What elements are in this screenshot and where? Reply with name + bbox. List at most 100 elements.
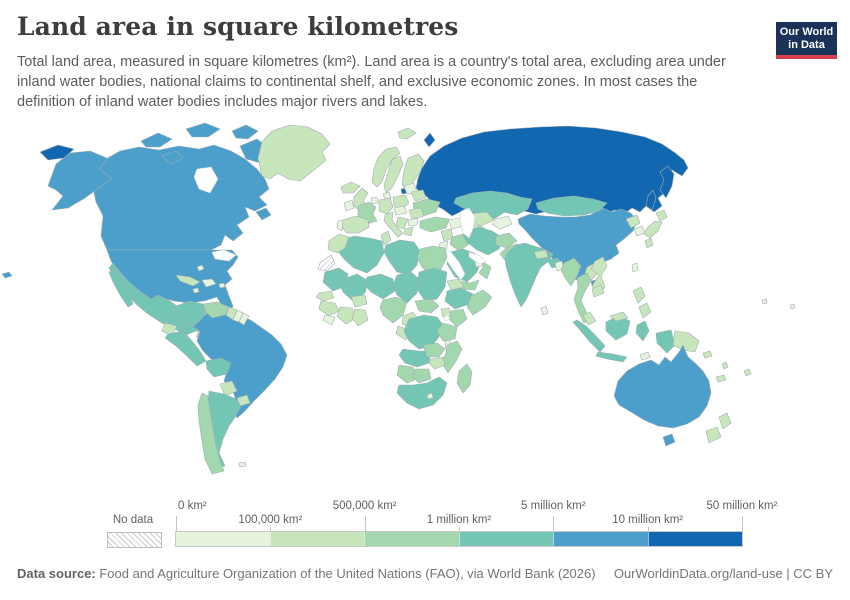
region-mexico-baja[interactable] (108, 269, 134, 308)
region-dr-congo[interactable] (403, 314, 444, 350)
region-iran[interactable] (462, 226, 504, 256)
region-bolivia[interactable] (205, 357, 232, 378)
region-cuba[interactable] (175, 274, 201, 287)
region-belarus[interactable] (410, 189, 427, 202)
region-zambia[interactable] (422, 342, 446, 358)
region-oman[interactable] (478, 261, 492, 280)
region-australia-tasmania[interactable] (662, 433, 676, 447)
region-paraguay[interactable] (219, 380, 238, 397)
region-botswana[interactable] (412, 368, 432, 384)
region-nepal[interactable] (533, 249, 549, 260)
region-lesotho[interactable] (426, 392, 434, 400)
region-chile[interactable] (197, 392, 225, 475)
legend-band-1[interactable] (269, 532, 364, 546)
region-sudan[interactable] (416, 267, 448, 302)
region-philippines-mindanao[interactable] (638, 302, 652, 319)
region-ghana-togo[interactable] (351, 308, 369, 327)
region-bulgaria[interactable] (407, 217, 419, 227)
region-madagascar[interactable] (456, 363, 473, 394)
region-western-sahara[interactable] (317, 254, 336, 272)
region-japan-honshu[interactable] (643, 220, 663, 239)
region-indonesia-java[interactable] (595, 351, 628, 363)
region-indonesia-west-new-guinea[interactable] (655, 329, 676, 354)
region-japan-hokkaido[interactable] (655, 209, 668, 222)
region-sweden[interactable] (383, 155, 404, 194)
region-french-guiana[interactable] (238, 312, 250, 326)
legend-band-5[interactable] (647, 532, 742, 546)
region-puerto-rico[interactable] (218, 282, 226, 289)
region-central-europe[interactable] (393, 205, 408, 216)
region-pacific-islands[interactable] (761, 298, 768, 305)
region-australia[interactable] (613, 344, 712, 429)
region-zimbabwe[interactable] (428, 356, 446, 370)
region-kazakhstan[interactable] (453, 190, 533, 220)
region-timor[interactable] (639, 351, 651, 361)
region-svalbard[interactable] (397, 127, 417, 140)
region-libya[interactable] (383, 239, 421, 276)
region-taiwan[interactable] (631, 262, 639, 273)
no-data-swatch[interactable] (107, 532, 162, 548)
region-russia-kamchatka[interactable] (659, 165, 675, 199)
region-uganda[interactable] (440, 307, 452, 318)
owid-logo[interactable]: Our World in Data (776, 22, 837, 59)
region-usa-hawaii[interactable] (1, 271, 13, 279)
region-sri-lanka[interactable] (540, 305, 549, 316)
region-new-zealand-south[interactable] (705, 426, 722, 444)
region-bahamas[interactable] (196, 264, 205, 272)
region-romania[interactable] (408, 207, 425, 220)
region-peru[interactable] (164, 330, 207, 367)
region-colombia[interactable] (171, 300, 208, 327)
region-somalia[interactable] (466, 289, 493, 316)
region-algeria[interactable] (336, 235, 385, 274)
region-canada-arctic-1[interactable] (140, 132, 173, 148)
region-greenland[interactable] (257, 124, 331, 182)
region-poland[interactable] (392, 194, 410, 210)
region-japan-kyushu[interactable] (644, 237, 654, 249)
region-papua-new-guinea[interactable] (672, 330, 700, 353)
region-guinea[interactable] (318, 300, 340, 317)
region-portugal[interactable] (336, 219, 344, 232)
region-eritrea[interactable] (446, 278, 465, 291)
license-note[interactable]: OurWorldinData.org/land-use | CC BY (613, 566, 833, 581)
legend-band-2[interactable] (364, 532, 459, 546)
region-nigeria[interactable] (379, 296, 408, 324)
region-benelux[interactable] (370, 196, 379, 205)
region-balkans[interactable] (395, 216, 409, 230)
region-chad[interactable] (392, 271, 420, 304)
region-malaysia-peninsula[interactable] (582, 311, 597, 326)
region-germany[interactable] (378, 197, 394, 215)
legend-color-bar[interactable] (175, 531, 743, 547)
region-iceland[interactable] (340, 181, 361, 194)
region-russia-sakhalin[interactable] (645, 189, 657, 211)
region-canada-arctic-3[interactable] (231, 124, 259, 140)
region-niger[interactable] (364, 273, 396, 300)
region-greece[interactable] (403, 226, 414, 237)
region-vanuatu[interactable] (721, 361, 729, 370)
region-north-korea[interactable] (625, 214, 641, 229)
region-canada[interactable] (92, 144, 270, 251)
region-angola[interactable] (398, 348, 432, 368)
region-pacific-islands-2[interactable] (789, 303, 796, 310)
region-ethiopia[interactable] (444, 287, 474, 310)
region-new-caledonia[interactable] (715, 374, 727, 383)
region-canada-arctic-4[interactable] (161, 150, 184, 165)
region-myanmar[interactable] (560, 257, 582, 287)
region-south-africa[interactable] (396, 376, 448, 410)
region-malaysia-borneo[interactable] (609, 311, 629, 322)
region-jamaica[interactable] (192, 287, 200, 294)
region-brazil[interactable] (192, 310, 288, 419)
region-solomon-islands[interactable] (702, 350, 713, 359)
legend-band-4[interactable] (553, 532, 648, 546)
region-kyrgyzstan-tajikistan[interactable] (491, 215, 513, 230)
legend-band-3[interactable] (458, 532, 553, 546)
region-morocco[interactable] (327, 233, 350, 254)
region-falkland-islands[interactable] (238, 461, 247, 468)
region-turkey[interactable] (419, 216, 450, 233)
region-tunisia[interactable] (380, 230, 392, 246)
region-denmark[interactable] (382, 191, 392, 200)
region-kenya[interactable] (448, 308, 468, 328)
region-indonesia-sulawesi[interactable] (635, 320, 650, 342)
region-fiji[interactable] (743, 368, 752, 377)
region-india[interactable] (504, 242, 554, 308)
region-ivory-coast[interactable] (336, 306, 357, 325)
